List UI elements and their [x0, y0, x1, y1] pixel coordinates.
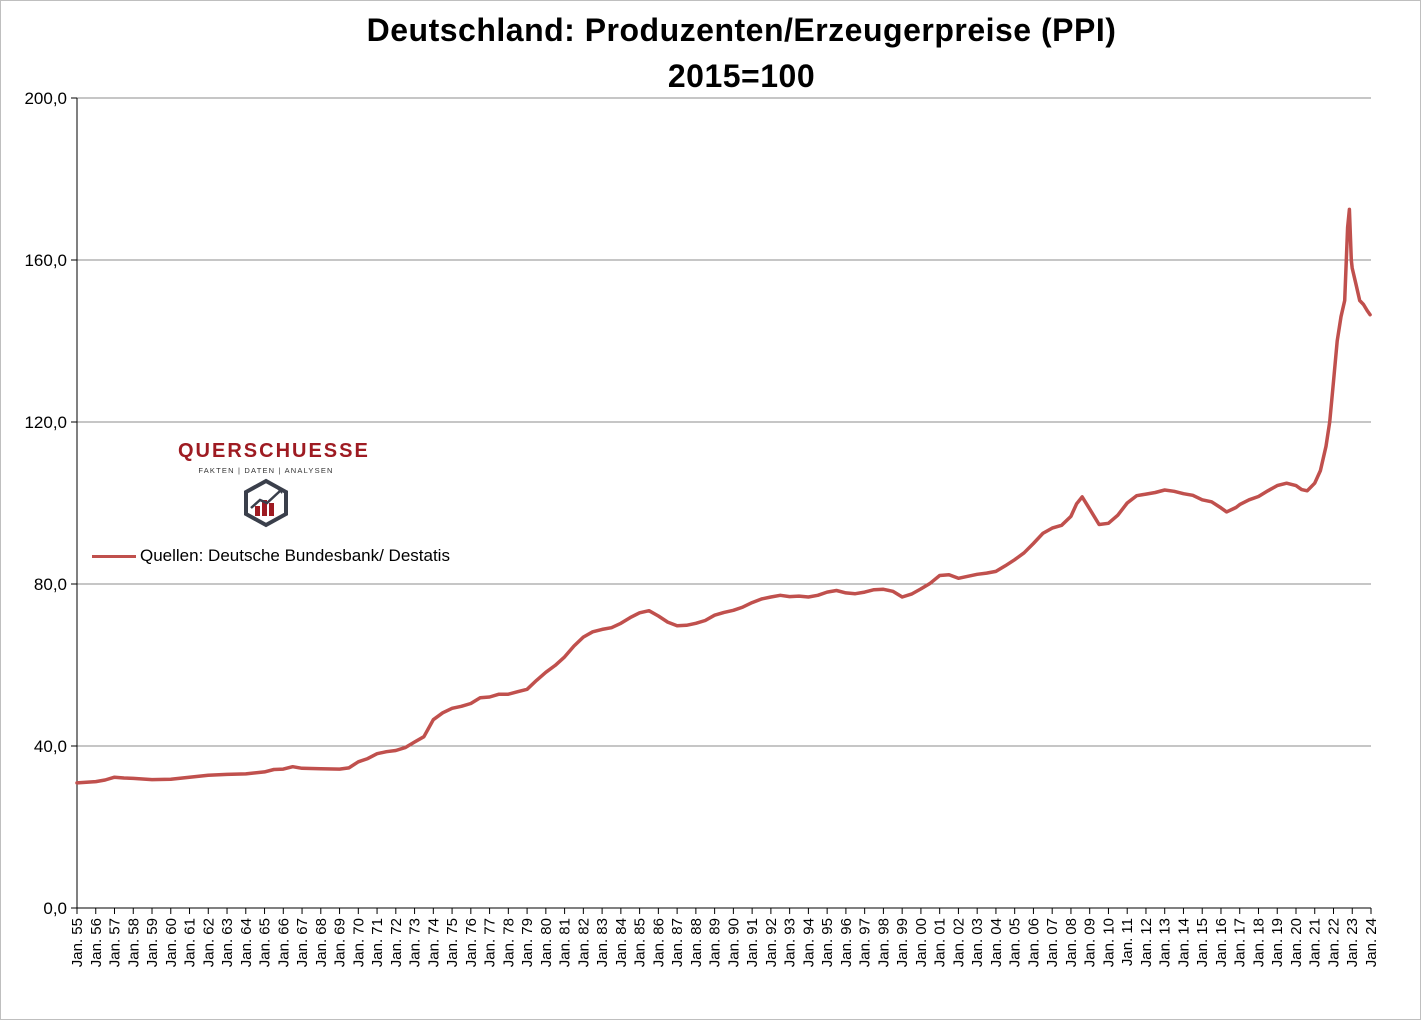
x-tick-label: Jan. 74 [425, 918, 442, 967]
y-axis-ticks: 0,0 40,0 80,0 120,0 160,0 200,0 [24, 89, 77, 918]
x-tick-label: Jan. 18 [1250, 918, 1267, 967]
y-tick-label: 120,0 [24, 413, 67, 432]
x-tick-label: Jan. 23 [1344, 918, 1361, 967]
x-tick-label: Jan. 90 [725, 918, 742, 967]
y-tick-label: 0,0 [43, 899, 67, 918]
x-tick-label: Jan. 97 [857, 918, 874, 967]
x-tick-label: Jan. 14 [1175, 918, 1192, 967]
x-tick-label: Jan. 82 [575, 918, 592, 967]
legend-label: Quellen: Deutsche Bundesbank/ Destatis [140, 546, 450, 565]
x-tick-label: Jan. 96 [838, 918, 855, 967]
x-tick-label: Jan. 00 [913, 918, 930, 967]
x-tick-label: Jan. 04 [988, 918, 1005, 967]
x-tick-label: Jan. 79 [519, 918, 536, 967]
x-tick-label: Jan. 95 [819, 918, 836, 967]
x-tick-label: Jan. 80 [538, 918, 555, 967]
logo-hexagon-icon [244, 478, 288, 528]
x-tick-label: Jan. 24 [1363, 918, 1380, 967]
x-tick-label: Jan. 12 [1138, 918, 1155, 967]
x-tick-label: Jan. 59 [144, 918, 161, 967]
x-tick-label: Jan. 21 [1307, 918, 1324, 967]
x-tick-label: Jan. 62 [200, 918, 217, 967]
querschuesse-logo: QUERSCHUESSE FAKTEN | DATEN | ANALYSEN [178, 440, 370, 533]
x-tick-label: Jan. 73 [407, 918, 424, 967]
x-tick-label: Jan. 64 [238, 918, 255, 967]
x-tick-label: Jan. 57 [107, 918, 124, 967]
x-axis: Jan. 55 Jan. 56 Jan. 57 Jan. 58 Jan. 59 Jan. … [69, 98, 1380, 967]
x-tick-label: Jan. 10 [1100, 918, 1117, 967]
x-tick-label: Jan. 22 [1325, 918, 1342, 967]
x-tick-label: Jan. 08 [1063, 918, 1080, 967]
x-tick-label: Jan. 86 [650, 918, 667, 967]
x-tick-label: Jan. 99 [894, 918, 911, 967]
x-tick-label: Jan. 84 [613, 918, 630, 967]
series-layer [75, 207, 1372, 785]
x-tick-label: Jan. 19 [1269, 918, 1286, 967]
y-tick-label: 160,0 [24, 251, 67, 270]
series-line-ppi [75, 207, 1372, 785]
x-tick-label: Jan. 83 [594, 918, 611, 967]
y-tick-label: 80,0 [34, 575, 67, 594]
x-tick-label: Jan. 78 [500, 918, 517, 967]
x-tick-label: Jan. 61 [182, 918, 199, 967]
x-tick-label: Jan. 01 [932, 918, 949, 967]
x-tick-label: Jan. 15 [1194, 918, 1211, 967]
x-tick-label: Jan. 75 [444, 918, 461, 967]
x-tick-label: Jan. 65 [257, 918, 274, 967]
x-tick-label: Jan. 69 [332, 918, 349, 967]
x-tick-label: Jan. 88 [688, 918, 705, 967]
x-tick-label: Jan. 85 [632, 918, 649, 967]
x-tick-label: Jan. 92 [763, 918, 780, 967]
x-tick-label: Jan. 87 [669, 918, 686, 967]
chart-title: Deutschland: Produzenten/Erzeugerpreise … [366, 12, 1117, 48]
x-tick-label: Jan. 11 [1119, 918, 1136, 966]
x-tick-label: Jan. 17 [1232, 918, 1249, 967]
x-tick-label: Jan. 63 [219, 918, 236, 967]
x-tick-label: Jan. 05 [1007, 918, 1024, 967]
x-tick-label: Jan. 91 [744, 918, 761, 967]
chart-subtitle: 2015=100 [667, 58, 816, 94]
x-tick-label: Jan. 72 [388, 918, 405, 967]
x-tick-label: Jan. 77 [482, 918, 499, 967]
grid-lines [77, 97, 1371, 747]
x-tick-label: Jan. 71 [369, 918, 386, 967]
x-tick-label: Jan. 03 [969, 918, 986, 967]
y-tick-label: 40,0 [34, 737, 67, 756]
x-tick-label: Jan. 68 [313, 918, 330, 967]
x-tick-label: Jan. 81 [557, 918, 574, 967]
x-tick-label: Jan. 13 [1157, 918, 1174, 967]
logo-tagline: FAKTEN | DATEN | ANALYSEN [198, 466, 334, 475]
legend: Quellen: Deutsche Bundesbank/ Destatis [92, 546, 450, 566]
x-tick-label: Jan. 76 [463, 918, 480, 967]
x-tick-label: Jan. 93 [782, 918, 799, 967]
x-tick-label: Jan. 58 [125, 918, 142, 967]
x-tick-label: Jan. 16 [1213, 918, 1230, 967]
x-tick-label: Jan. 66 [275, 918, 292, 967]
x-tick-label: Jan. 60 [163, 918, 180, 967]
x-tick-label: Jan. 98 [875, 918, 892, 967]
x-tick-label: Jan. 67 [294, 918, 311, 967]
x-tick-label: Jan. 55 [69, 918, 86, 967]
x-tick-label: Jan. 07 [1044, 918, 1061, 967]
x-tick-label: Jan. 94 [800, 918, 817, 967]
y-tick-label: 200,0 [24, 89, 67, 108]
x-tick-label: Jan. 06 [1025, 918, 1042, 967]
x-tick-label: Jan. 70 [350, 918, 367, 967]
x-tick-label: Jan. 89 [707, 918, 724, 967]
logo-name: QUERSCHUESSE [178, 440, 370, 462]
x-tick-label: Jan. 02 [950, 918, 967, 967]
x-tick-label: Jan. 20 [1288, 918, 1305, 967]
x-tick-label: Jan. 09 [1082, 918, 1099, 967]
x-tick-label: Jan. 56 [88, 918, 105, 967]
legend-line-swatch [92, 554, 136, 558]
